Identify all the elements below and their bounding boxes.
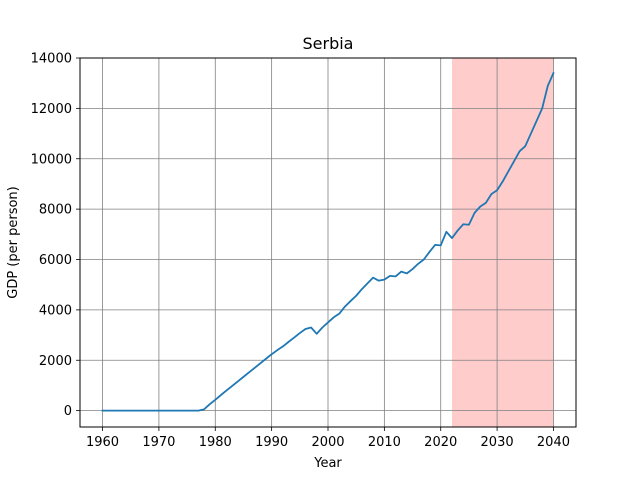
y-axis-label: GDP (per person) [6,186,21,299]
y-tick-label: 10000 [31,152,72,167]
y-tick-label: 2000 [39,354,72,369]
x-tick-label: 2000 [311,435,344,450]
x-tick-label: 2040 [537,435,570,450]
y-tick-label: 6000 [39,253,72,268]
y-tick-label: 12000 [31,102,72,117]
x-tick-label: 1980 [199,435,232,450]
line-layer [101,71,555,412]
x-tick-label: 1960 [86,435,119,450]
tick-layer: 1960 1970 1980 1990 2000 2010 2020 2030 2040 0 200… [31,52,570,451]
plot-area: 1960 1970 1980 1990 2000 2010 2020 2030 2040 0 200… [31,52,577,451]
series-line [101,71,555,412]
y-tick-label: 0 [64,404,72,419]
chart-title: Serbia [303,34,354,53]
y-tick-label: 8000 [39,203,72,218]
y-tick-label: 14000 [31,52,72,67]
x-axis-label: Year [313,456,342,471]
x-tick-label: 2020 [424,435,457,450]
x-tick-label: 1970 [142,435,175,450]
x-tick-label: 2010 [368,435,401,450]
x-tick-label: 2030 [481,435,514,450]
forecast-region [452,58,554,427]
x-tick-label: 1990 [255,435,288,450]
y-tick-label: 4000 [39,303,72,318]
shade-layer [452,58,554,427]
